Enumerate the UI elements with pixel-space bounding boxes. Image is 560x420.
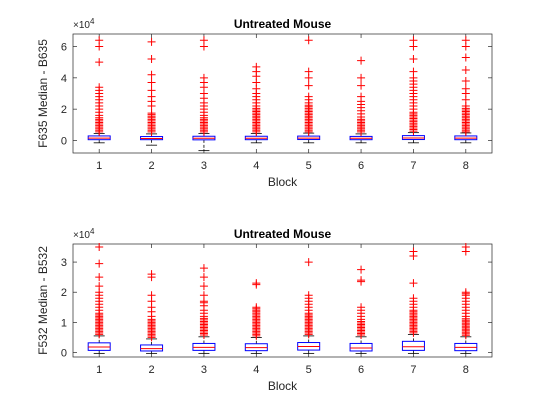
x-tick-label: 4 <box>253 364 259 376</box>
axes-frame <box>73 244 492 357</box>
y-tick-label: 0 <box>61 135 67 147</box>
y-exponent-power: 4 <box>90 227 95 236</box>
x-tick-label: 5 <box>306 160 312 172</box>
x-tick-label: 3 <box>201 364 207 376</box>
x-tick-label: 8 <box>463 364 469 376</box>
chart-title: Untreated Mouse <box>234 17 332 31</box>
y-tick-label: 2 <box>61 104 67 116</box>
y-tick-label: 6 <box>61 42 67 54</box>
x-tick-label: 4 <box>253 160 259 172</box>
x-tick-label: 6 <box>358 160 364 172</box>
y-tick-label: 3 <box>61 257 67 269</box>
chart-title: Untreated Mouse <box>234 227 332 241</box>
x-axis-label: Block <box>268 175 298 189</box>
y-tick-label: 0 <box>61 347 67 359</box>
x-tick-label: 1 <box>96 364 102 376</box>
x-tick-label: 7 <box>410 364 416 376</box>
y-axis-label: F532 Median - B532 <box>36 246 50 355</box>
x-tick-label: 8 <box>463 160 469 172</box>
x-tick-label: 2 <box>149 160 155 172</box>
y-tick-label: 2 <box>61 287 67 299</box>
y-exponent-power: 4 <box>90 17 95 26</box>
x-tick-label: 7 <box>410 160 416 172</box>
y-tick-label: 4 <box>61 73 67 85</box>
y-axis-label: F635 Median - B635 <box>36 39 50 148</box>
x-tick-label: 1 <box>96 160 102 172</box>
x-tick-label: 6 <box>358 364 364 376</box>
x-tick-label: 5 <box>306 364 312 376</box>
axes-frame <box>73 34 492 153</box>
x-axis-label: Block <box>268 379 298 393</box>
x-tick-label: 2 <box>149 364 155 376</box>
x-tick-label: 3 <box>201 160 207 172</box>
y-tick-label: 1 <box>61 317 67 329</box>
